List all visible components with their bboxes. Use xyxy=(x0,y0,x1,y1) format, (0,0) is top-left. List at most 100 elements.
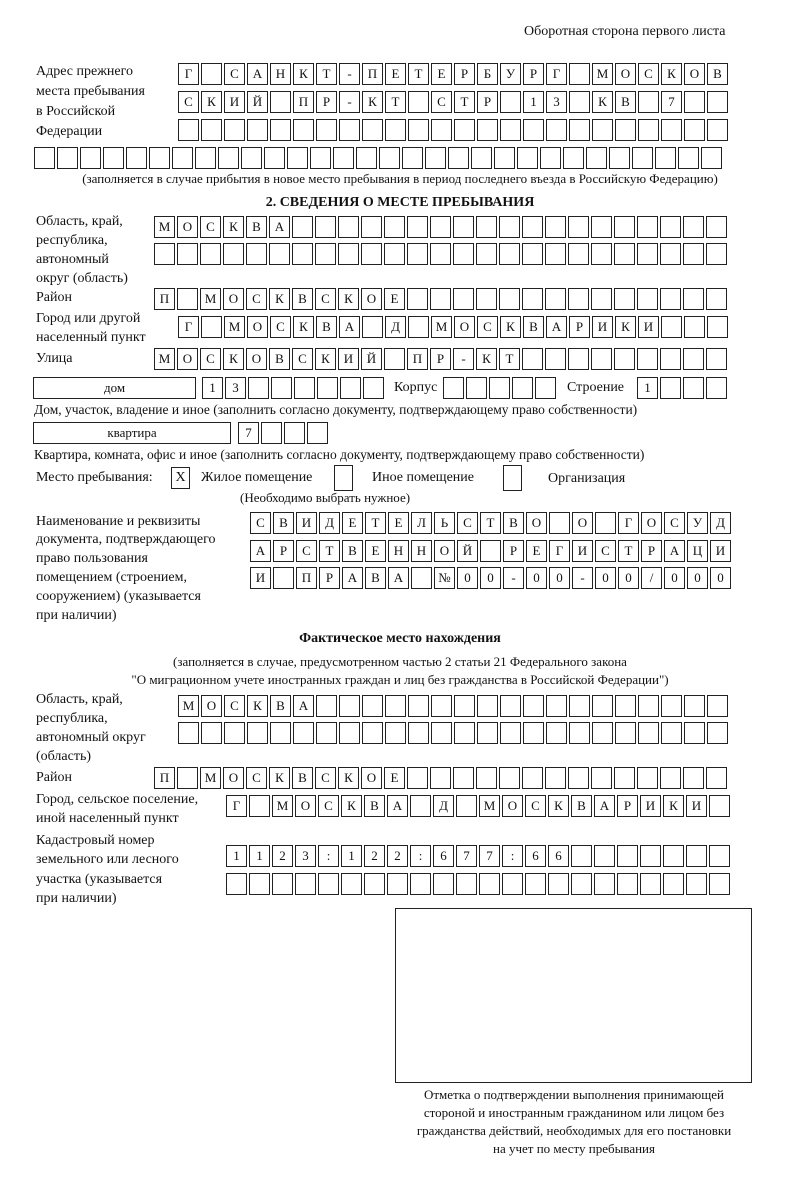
char-cell[interactable]: Т xyxy=(618,540,639,562)
char-cell[interactable] xyxy=(201,316,222,338)
char-cell[interactable]: И xyxy=(296,512,317,534)
char-cell[interactable] xyxy=(569,63,590,85)
char-cell[interactable] xyxy=(615,119,636,141)
char-cell[interactable] xyxy=(684,722,705,744)
char-cell[interactable] xyxy=(385,119,406,141)
char-cell[interactable] xyxy=(178,119,199,141)
char-cell[interactable] xyxy=(709,795,730,817)
char-cell[interactable] xyxy=(660,377,681,399)
char-cell[interactable] xyxy=(247,119,268,141)
char-cell[interactable] xyxy=(663,873,684,895)
char-cell[interactable] xyxy=(269,243,290,265)
char-cell[interactable] xyxy=(568,348,589,370)
char-cell[interactable]: О xyxy=(177,348,198,370)
char-cell[interactable] xyxy=(454,695,475,717)
char-cell[interactable]: И xyxy=(224,91,245,113)
char-cell[interactable]: П xyxy=(362,63,383,85)
char-cell[interactable]: О xyxy=(247,316,268,338)
char-cell[interactable] xyxy=(410,795,431,817)
char-cell[interactable] xyxy=(340,377,361,399)
char-cell[interactable]: В xyxy=(503,512,524,534)
char-cell[interactable]: В xyxy=(615,91,636,113)
char-cell[interactable]: Е xyxy=(431,63,452,85)
char-cell[interactable]: Е xyxy=(388,512,409,534)
char-cell[interactable] xyxy=(247,722,268,744)
char-cell[interactable]: А xyxy=(293,695,314,717)
char-cell[interactable]: С xyxy=(664,512,685,534)
char-cell[interactable] xyxy=(522,288,543,310)
char-cell[interactable]: О xyxy=(246,348,267,370)
char-cell[interactable]: О xyxy=(223,288,244,310)
char-cell[interactable]: К xyxy=(293,316,314,338)
char-cell[interactable]: 2 xyxy=(364,845,385,867)
char-cell[interactable] xyxy=(637,216,658,238)
char-cell[interactable]: О xyxy=(454,316,475,338)
char-cell[interactable] xyxy=(293,119,314,141)
char-cell[interactable] xyxy=(663,845,684,867)
char-cell[interactable]: Р xyxy=(477,91,498,113)
char-cell[interactable]: 3 xyxy=(225,377,246,399)
char-cell[interactable] xyxy=(591,243,612,265)
char-cell[interactable] xyxy=(57,147,78,169)
char-cell[interactable] xyxy=(246,243,267,265)
char-cell[interactable] xyxy=(499,216,520,238)
char-cell[interactable]: / xyxy=(641,567,662,589)
char-cell[interactable] xyxy=(523,119,544,141)
char-cell[interactable] xyxy=(545,348,566,370)
char-cell[interactable] xyxy=(315,243,336,265)
char-cell[interactable]: С xyxy=(200,216,221,238)
char-cell[interactable]: С xyxy=(270,316,291,338)
char-cell[interactable]: - xyxy=(339,63,360,85)
char-cell[interactable]: Б xyxy=(477,63,498,85)
char-cell[interactable]: Р xyxy=(430,348,451,370)
char-cell[interactable]: В xyxy=(364,795,385,817)
char-cell[interactable] xyxy=(294,377,315,399)
char-cell[interactable] xyxy=(660,348,681,370)
char-cell[interactable]: И xyxy=(592,316,613,338)
char-cell[interactable] xyxy=(709,845,730,867)
char-cell[interactable] xyxy=(339,722,360,744)
char-cell[interactable]: И xyxy=(250,567,271,589)
char-cell[interactable] xyxy=(310,147,331,169)
char-cell[interactable] xyxy=(476,216,497,238)
char-cell[interactable]: К xyxy=(338,767,359,789)
char-cell[interactable]: К xyxy=(341,795,362,817)
char-cell[interactable] xyxy=(362,695,383,717)
char-cell[interactable]: М xyxy=(592,63,613,85)
char-cell[interactable] xyxy=(569,119,590,141)
char-cell[interactable] xyxy=(407,288,428,310)
char-cell[interactable]: Р xyxy=(319,567,340,589)
char-cell[interactable] xyxy=(453,288,474,310)
char-cell[interactable] xyxy=(362,316,383,338)
char-cell[interactable] xyxy=(408,316,429,338)
char-cell[interactable] xyxy=(387,873,408,895)
char-cell[interactable] xyxy=(261,422,282,444)
char-cell[interactable] xyxy=(640,873,661,895)
char-cell[interactable] xyxy=(707,91,728,113)
char-cell[interactable] xyxy=(615,695,636,717)
char-cell[interactable]: Н xyxy=(388,540,409,562)
char-cell[interactable] xyxy=(638,722,659,744)
char-cell[interactable]: С xyxy=(250,512,271,534)
char-cell[interactable] xyxy=(568,216,589,238)
char-cell[interactable] xyxy=(356,147,377,169)
char-cell[interactable] xyxy=(706,767,727,789)
char-cell[interactable]: 2 xyxy=(387,845,408,867)
char-cell[interactable] xyxy=(103,147,124,169)
char-cell[interactable] xyxy=(480,540,501,562)
char-cell[interactable] xyxy=(684,695,705,717)
char-cell[interactable]: У xyxy=(500,63,521,85)
char-cell[interactable] xyxy=(637,288,658,310)
char-cell[interactable] xyxy=(456,873,477,895)
char-cell[interactable]: А xyxy=(387,795,408,817)
char-cell[interactable]: К xyxy=(269,767,290,789)
char-cell[interactable] xyxy=(637,348,658,370)
char-cell[interactable]: : xyxy=(318,845,339,867)
char-cell[interactable] xyxy=(241,147,262,169)
char-cell[interactable] xyxy=(431,695,452,717)
char-cell[interactable]: 0 xyxy=(480,567,501,589)
char-cell[interactable] xyxy=(317,377,338,399)
char-cell[interactable]: К xyxy=(615,316,636,338)
char-cell[interactable] xyxy=(364,873,385,895)
char-cell[interactable] xyxy=(707,119,728,141)
